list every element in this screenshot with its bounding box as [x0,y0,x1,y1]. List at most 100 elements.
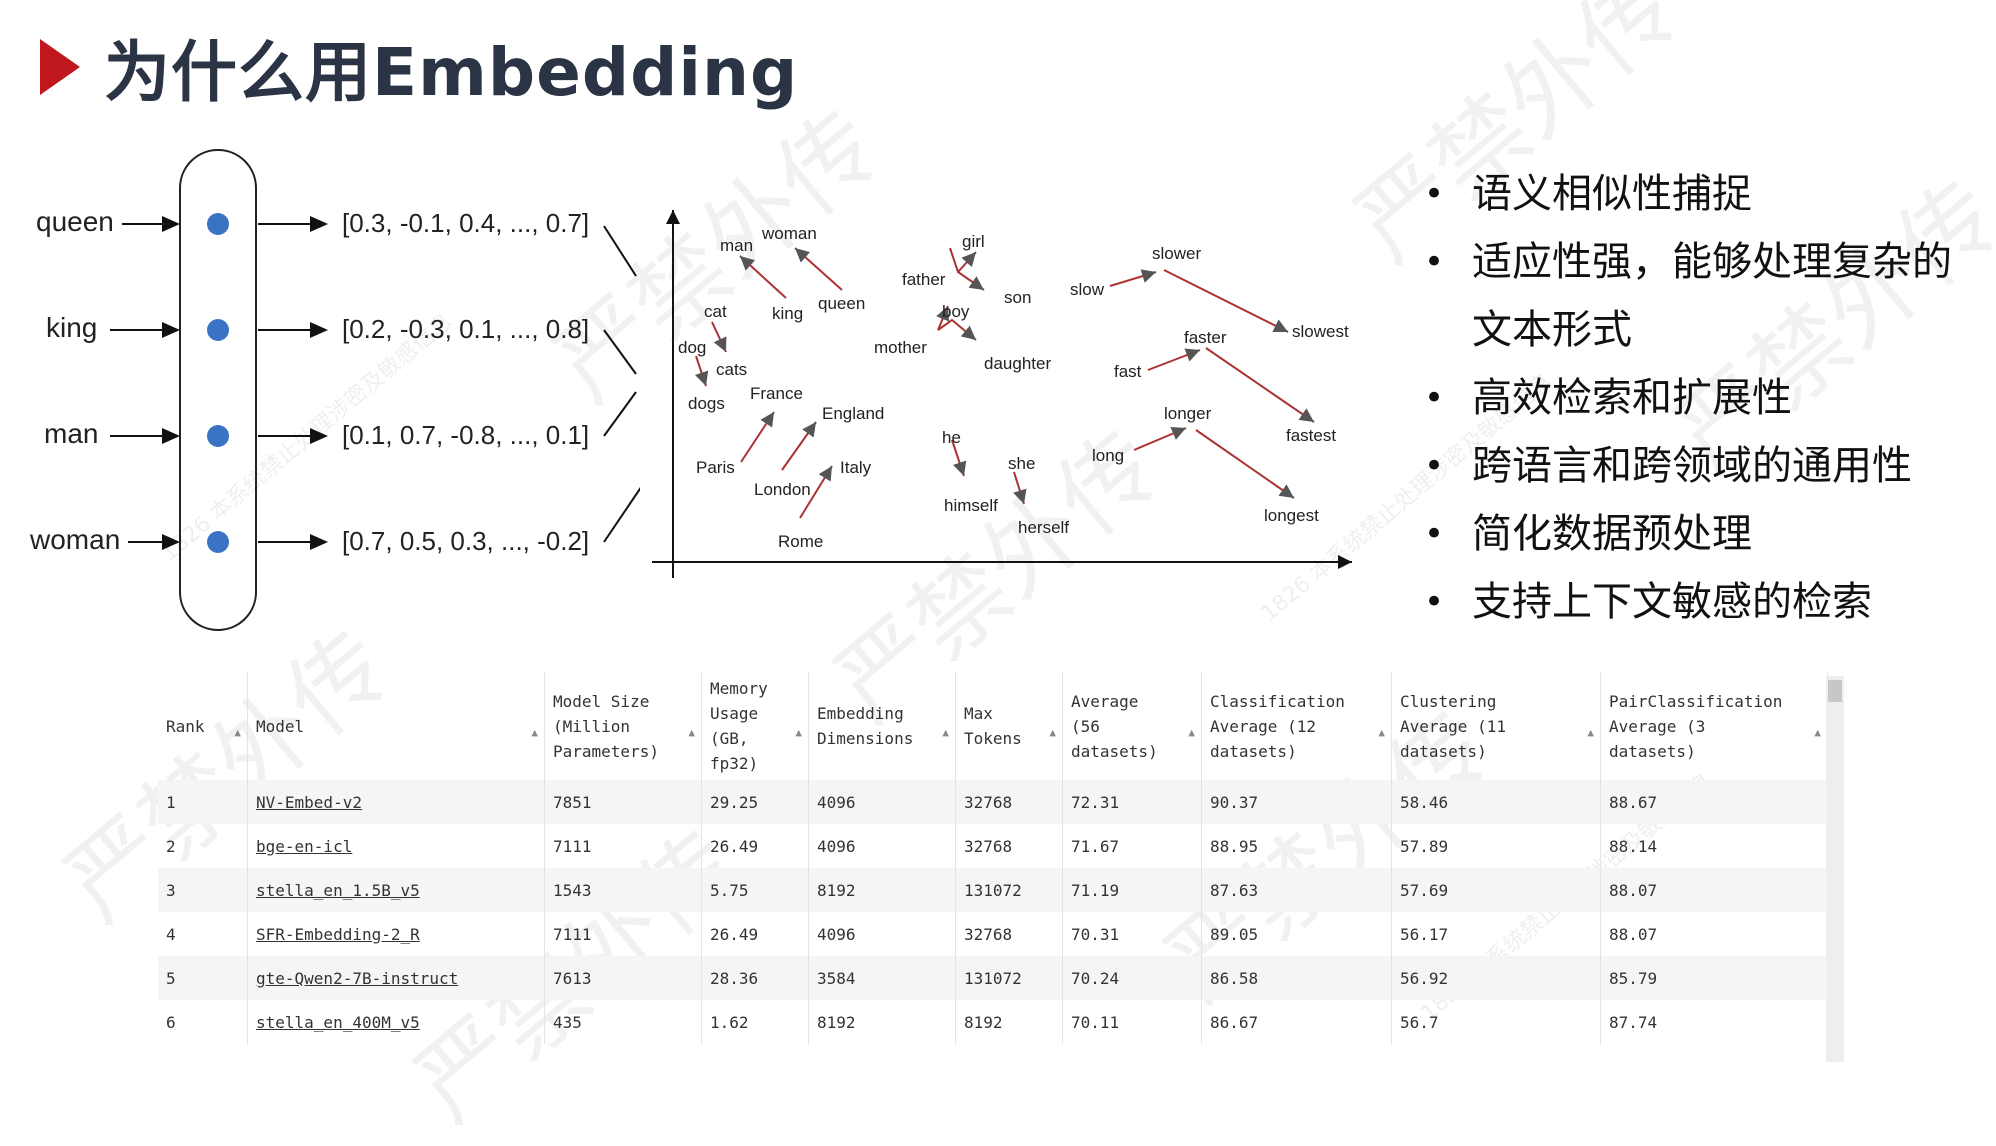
column-header-average[interactable]: Average (56 datasets) ▲ [1062,672,1202,780]
page-title: 为什么用Embedding [104,34,799,111]
table-row: 5 gte-Qwen2-7B-instruct 7613 28.36 3584 … [158,956,1828,1000]
cell-value: 88.07 [1600,868,1828,912]
cell-value: 8192 [955,1000,1063,1044]
column-header-embedding-dimensions[interactable]: Embedding Dimensions ▲ [808,672,956,780]
table-scrollbar[interactable] [1826,676,1844,1062]
cell-value: 7111 [544,824,702,868]
cell-model: bge-en-icl [247,824,545,868]
plot-word: longer [1164,404,1212,423]
model-link[interactable]: stella_en_1.5B_v5 [256,880,420,900]
plot-word: Paris [696,458,735,477]
column-header-clustering[interactable]: Clustering Average (11 datasets) ▲ [1391,672,1601,780]
model-link[interactable]: stella_en_400M_v5 [256,1012,420,1032]
column-header-max-tokens[interactable]: Max Tokens ▲ [955,672,1063,780]
cell-value: 89.05 [1201,912,1392,956]
plot-word: Rome [778,532,824,551]
sort-icon[interactable]: ▲ [234,726,241,739]
sort-icon[interactable]: ▲ [1814,726,1821,739]
cell-value: 88.67 [1600,780,1828,824]
cell-value: 7111 [544,912,702,956]
model-link[interactable]: gte-Qwen2-7B-instruct [256,968,459,988]
column-header-memory-usage[interactable]: Memory Usage (GB, fp32) ▲ [701,672,809,780]
feature-item: 跨语言和跨领域的通用性 [1420,432,1980,500]
plot-word: herself [1018,518,1070,537]
cell-rank: 4 [158,912,248,956]
column-header-rank[interactable]: Rank ▲ [158,672,248,780]
embedding-diagram-lines [110,149,640,631]
plot-word: she [1008,454,1036,473]
column-header-classification[interactable]: Classification Average (12 datasets) ▲ [1201,672,1392,780]
cell-value: 29.25 [701,780,809,824]
cell-value: 56.7 [1391,1000,1601,1044]
table-row: 3 stella_en_1.5B_v5 1543 5.75 8192 13107… [158,868,1828,912]
plot-word: he [942,428,961,447]
scrollbar-thumb[interactable] [1828,680,1842,702]
plot-word: woman [762,224,817,243]
cell-value: 28.36 [701,956,809,1000]
cell-rank: 2 [158,824,248,868]
plot-word: long [1092,446,1125,465]
embedding-word: king [46,312,98,343]
plot-word: son [1004,288,1032,307]
model-link[interactable]: NV-Embed-v2 [256,792,362,812]
cell-value: 71.67 [1062,824,1202,868]
embedding-diagram: queen king man woman [0.3, -0.1, 0.4, ..… [0,140,640,640]
plot-word: father [902,270,946,289]
sort-icon[interactable]: ▲ [688,726,695,739]
cell-value: 4096 [808,780,956,824]
table-header-row: Rank ▲ Model ▲ Model Size (Million Parameter… [158,672,1828,780]
sort-icon[interactable]: ▲ [1049,726,1056,739]
plot-word: dogs [688,394,725,413]
cell-value: 8192 [808,1000,956,1044]
column-header-model-size[interactable]: Model Size (Million Parameters) ▲ [544,672,702,780]
cell-value: 88.95 [1201,824,1392,868]
cell-model: gte-Qwen2-7B-instruct [247,956,545,1000]
cell-value: 58.46 [1391,780,1601,824]
cell-value: 5.75 [701,868,809,912]
cell-value: 90.37 [1201,780,1392,824]
embedding-word: queen [36,206,114,237]
cell-rank: 6 [158,1000,248,1044]
plot-word: boy [942,302,970,321]
embedding-vector: [0.1, 0.7, -0.8, ..., 0.1] [342,420,590,450]
cell-value: 57.89 [1391,824,1601,868]
plot-word: faster [1184,328,1227,347]
cell-value: 57.69 [1391,868,1601,912]
mteb-leaderboard-table: Rank ▲ Model ▲ Model Size (Million Parameter… [158,672,1842,1062]
plot-word: Italy [840,458,872,477]
plot-word: mother [874,338,927,357]
cell-model: NV-Embed-v2 [247,780,545,824]
table-row: 1 NV-Embed-v2 7851 29.25 4096 32768 72.3… [158,780,1828,824]
column-header-pair-classification[interactable]: PairClassification Average (3 datasets) ▲ [1600,672,1828,780]
plot-word: daughter [984,354,1052,373]
feature-item: 支持上下文敏感的检索 [1420,568,1980,636]
plot-axes-and-arrows [652,210,1352,578]
cell-value: 8192 [808,868,956,912]
embedding-vector: [0.2, -0.3, 0.1, ..., 0.8] [342,314,590,344]
cell-value: 32768 [955,824,1063,868]
model-link[interactable]: SFR-Embedding-2_R [256,924,420,944]
table-row: 4 SFR-Embedding-2_R 7111 26.49 4096 3276… [158,912,1828,956]
feature-item: 适应性强，能够处理复杂的 [1420,228,1980,296]
cell-value: 56.92 [1391,956,1601,1000]
column-header-model[interactable]: Model ▲ [247,672,545,780]
plot-word: girl [962,232,985,251]
sort-icon[interactable]: ▲ [1188,726,1195,739]
cell-value: 131072 [955,956,1063,1000]
cell-value: 3584 [808,956,956,1000]
cell-value: 85.79 [1600,956,1828,1000]
sort-icon[interactable]: ▲ [1587,726,1594,739]
cell-value: 7851 [544,780,702,824]
cell-model: stella_en_400M_v5 [247,1000,545,1044]
sort-icon[interactable]: ▲ [942,726,949,739]
sort-icon[interactable]: ▲ [1378,726,1385,739]
cell-value: 86.58 [1201,956,1392,1000]
plot-word: queen [818,294,866,313]
plot-word: slower [1152,244,1202,263]
cell-value: 72.31 [1062,780,1202,824]
sort-icon[interactable]: ▲ [795,726,802,739]
cell-value: 26.49 [701,912,809,956]
feature-item: 语义相似性捕捉 [1420,160,1980,228]
sort-icon[interactable]: ▲ [531,726,538,739]
model-link[interactable]: bge-en-icl [256,836,353,856]
